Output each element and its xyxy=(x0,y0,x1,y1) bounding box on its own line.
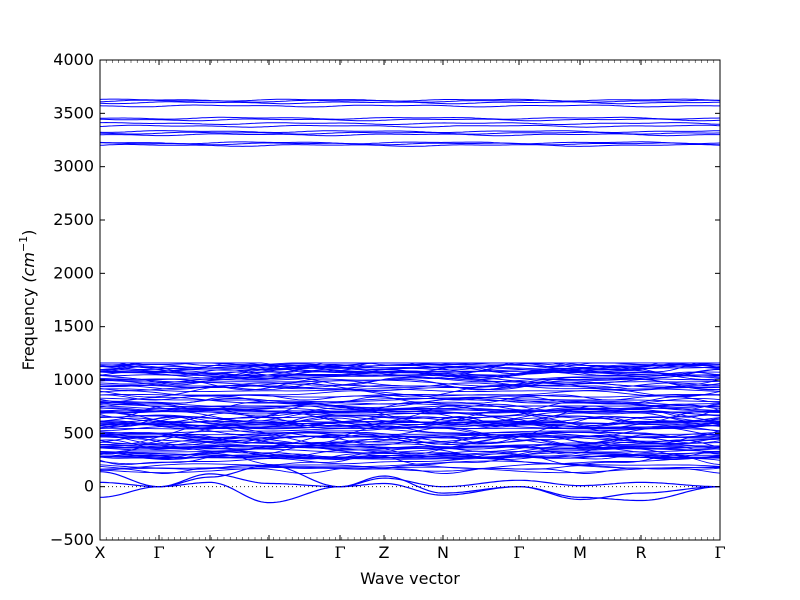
band-line xyxy=(99,431,721,436)
y-axis-title-text: Frequency xyxy=(19,283,38,371)
x-axis-title: Wave vector xyxy=(360,569,460,588)
band-line xyxy=(99,436,721,446)
band-line xyxy=(99,434,721,445)
band-line xyxy=(99,130,720,133)
band-line xyxy=(100,424,721,430)
band-line xyxy=(99,435,721,446)
band-line xyxy=(100,116,721,120)
band-line xyxy=(99,463,721,472)
band-line xyxy=(99,410,721,422)
band-line xyxy=(99,471,720,501)
band-line xyxy=(99,397,721,408)
band-line xyxy=(99,458,721,465)
y-tick-label: 1000 xyxy=(53,370,94,389)
y-tick-label: 2000 xyxy=(53,263,94,282)
band-line xyxy=(99,396,721,408)
x-tick-label: X xyxy=(95,543,106,562)
x-tick-label: M xyxy=(573,543,587,562)
band-line xyxy=(99,378,721,391)
band-line xyxy=(99,104,720,108)
band-line xyxy=(99,368,721,379)
band-line xyxy=(99,407,721,416)
x-tick-label: Γ xyxy=(334,543,345,562)
band-line xyxy=(99,426,721,436)
band-line xyxy=(99,467,721,474)
band-line xyxy=(99,124,721,128)
band-line xyxy=(99,420,721,426)
band-line xyxy=(99,425,721,439)
band-lines xyxy=(99,98,721,504)
band-line xyxy=(99,388,721,393)
band-line xyxy=(99,143,721,147)
y-tick-label: 1500 xyxy=(53,317,94,336)
band-line xyxy=(100,369,721,376)
band-line xyxy=(99,371,721,377)
band-line xyxy=(99,427,721,438)
band-line xyxy=(99,464,721,470)
band-line xyxy=(99,98,721,102)
y-tick-label: 4000 xyxy=(53,50,94,69)
band-line xyxy=(99,455,721,460)
x-tick-label: L xyxy=(265,543,274,562)
band-line xyxy=(99,131,720,135)
band-line xyxy=(99,445,721,455)
y-axis-title: Frequency (cm−1) xyxy=(17,230,38,371)
band-line xyxy=(99,450,720,459)
band-line xyxy=(99,432,721,444)
y-axis-title-exponent: −1 xyxy=(17,236,30,252)
band-line xyxy=(99,118,721,122)
band-line xyxy=(99,368,721,378)
band-line xyxy=(99,141,721,145)
band-line xyxy=(99,453,721,460)
band-line xyxy=(99,409,721,414)
y-tick-label: 3500 xyxy=(53,103,94,122)
y-tick-label: 500 xyxy=(63,423,94,442)
band-line xyxy=(99,374,721,385)
band-line xyxy=(99,416,721,423)
band-line xyxy=(99,414,720,419)
x-tick-label: Γ xyxy=(513,543,524,562)
y-tick-label: 2500 xyxy=(53,210,94,229)
band-line xyxy=(99,364,721,371)
band-line xyxy=(100,121,721,125)
band-line xyxy=(99,382,721,389)
band-line xyxy=(100,464,720,498)
band-line xyxy=(100,442,721,452)
band-line xyxy=(99,377,721,386)
y-axis-title-unit: (cm xyxy=(19,252,38,283)
band-line xyxy=(99,466,721,474)
band-line xyxy=(99,99,721,103)
y-tick-label: 3000 xyxy=(53,157,94,176)
y-axis-ticks: −500 0 500 1000 1500 2000 2500 3000 3500 4000 xyxy=(50,50,720,549)
x-tick-label: N xyxy=(437,543,449,562)
band-line xyxy=(99,454,721,466)
x-tick-label: Γ xyxy=(714,543,725,562)
band-line xyxy=(100,446,721,454)
band-line xyxy=(99,393,721,398)
band-line xyxy=(99,403,720,407)
band-line xyxy=(99,445,721,451)
x-tick-label: R xyxy=(635,543,646,562)
y-axis-title-close: ) xyxy=(19,230,38,236)
band-line xyxy=(100,142,720,146)
x-tick-label: Y xyxy=(204,543,215,562)
band-line xyxy=(100,481,720,504)
y-tick-label: −500 xyxy=(50,530,94,549)
band-line xyxy=(100,362,720,366)
band-line xyxy=(99,450,721,459)
y-tick-label: 0 xyxy=(84,477,94,496)
band-line xyxy=(99,407,721,413)
x-tick-label: Z xyxy=(379,543,390,562)
band-line xyxy=(100,133,720,137)
band-line xyxy=(99,453,721,458)
band-line xyxy=(99,434,721,445)
band-line xyxy=(100,397,721,405)
x-tick-label: Γ xyxy=(153,543,164,562)
